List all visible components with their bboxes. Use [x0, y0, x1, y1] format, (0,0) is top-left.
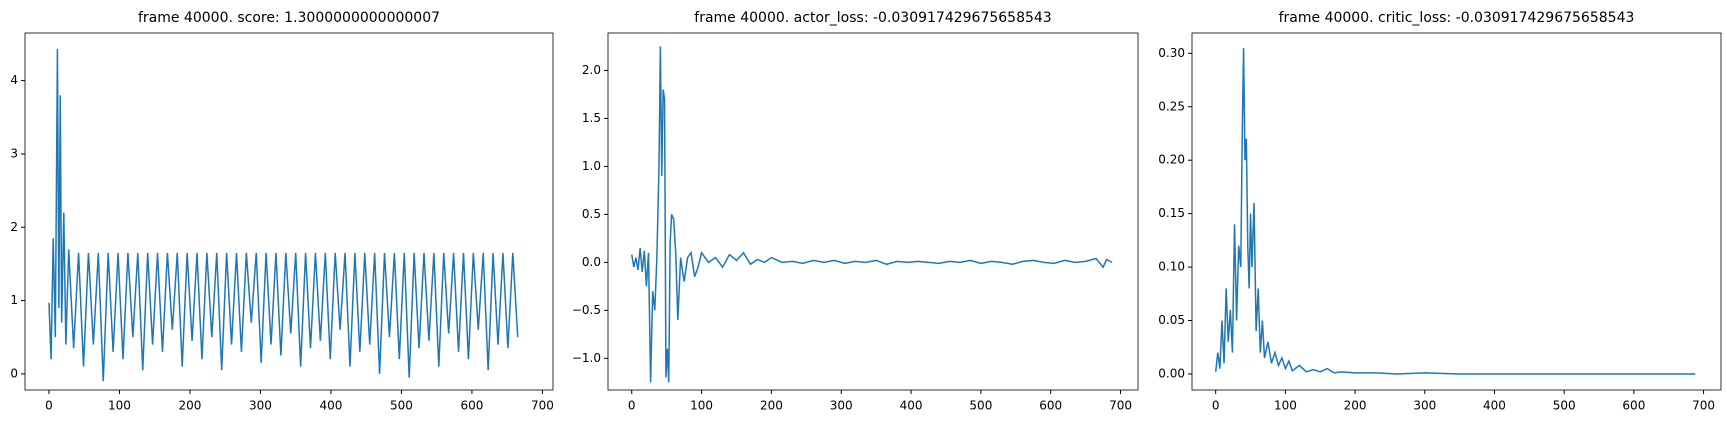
x-tick-label: 0: [45, 399, 53, 413]
chart-title: frame 40000. score: 1.3000000000000007: [138, 10, 440, 26]
y-tick-label: 0.0: [582, 255, 601, 269]
x-tick-label: 400: [1483, 399, 1506, 413]
x-tick-label: 700: [531, 399, 554, 413]
y-tick-label: 1: [10, 293, 18, 307]
x-tick-label: 200: [1344, 399, 1367, 413]
axes-frame: [1191, 32, 1722, 391]
y-tick-label: 2.0: [582, 63, 601, 77]
x-tick-label: 400: [319, 399, 342, 413]
x-tick-label: 600: [1039, 399, 1062, 413]
line: [48, 49, 519, 382]
x-tick-label: 400: [900, 399, 923, 413]
x-tick-label: 0: [1212, 399, 1220, 413]
x-tick-label: 100: [108, 399, 131, 413]
x-tick-label: 500: [969, 399, 992, 413]
y-tick-label: 0.30: [1158, 46, 1185, 60]
y-tick-label: 0.5: [582, 207, 601, 221]
y-tick-label: 0.05: [1158, 313, 1185, 327]
x-tick-label: 600: [460, 399, 483, 413]
y-tick-label: 1.5: [582, 111, 601, 125]
x-tick-label: 500: [390, 399, 413, 413]
y-tick-label: 0: [10, 366, 18, 380]
line: [1214, 47, 1696, 375]
x-tick-label: 300: [830, 399, 853, 413]
x-tick-label: 500: [1553, 399, 1576, 413]
y-tick-label: −0.5: [572, 303, 601, 317]
y-tick-label: 4: [10, 73, 18, 87]
x-tick-label: 0: [628, 399, 636, 413]
y-tick-label: 0.20: [1158, 153, 1185, 167]
line: [631, 46, 1113, 383]
x-tick-label: 200: [179, 399, 202, 413]
y-tick-label: 0.25: [1158, 99, 1185, 113]
y-tick-label: 3: [10, 146, 18, 160]
y-tick-label: 1.0: [582, 159, 601, 173]
x-tick-label: 100: [1274, 399, 1297, 413]
y-tick-label: 2: [10, 220, 18, 234]
y-tick-label: 0.10: [1158, 260, 1185, 274]
axes-frame: [607, 32, 1139, 391]
chart-title: frame 40000. critic_loss: -0.03091742967…: [1279, 10, 1635, 26]
axes-frame: [24, 32, 554, 391]
x-tick-label: 100: [690, 399, 713, 413]
x-tick-label: 700: [1109, 399, 1132, 413]
x-tick-label: 700: [1692, 399, 1715, 413]
y-tick-label: 0.15: [1158, 206, 1185, 220]
y-tick-label: −1.0: [572, 351, 601, 365]
x-tick-label: 200: [760, 399, 783, 413]
x-tick-label: 300: [249, 399, 272, 413]
chart-title: frame 40000. actor_loss: -0.030917429675…: [694, 10, 1051, 26]
x-tick-label: 300: [1413, 399, 1436, 413]
y-tick-label: 0.00: [1158, 366, 1185, 380]
x-tick-label: 600: [1622, 399, 1645, 413]
